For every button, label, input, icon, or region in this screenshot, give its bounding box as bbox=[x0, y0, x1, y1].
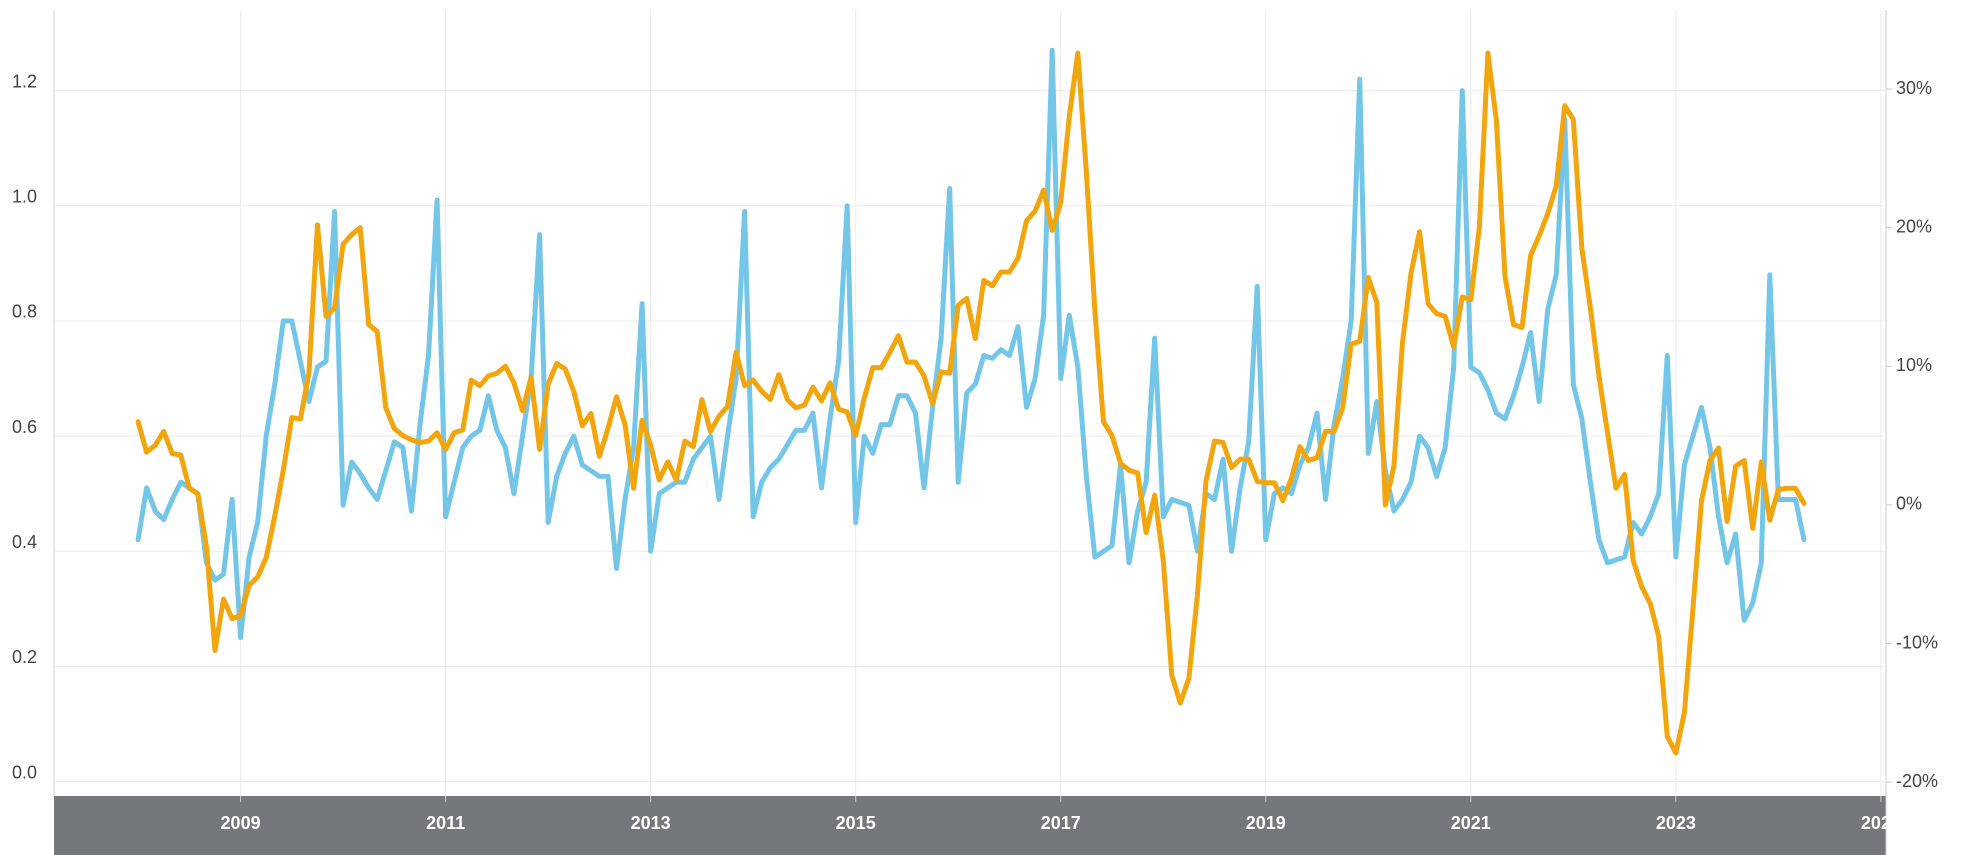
y-tick-label: 0.4 bbox=[12, 532, 37, 552]
x-tick-label: 2013 bbox=[631, 813, 671, 833]
x-tick-label: 2017 bbox=[1041, 813, 1081, 833]
x-axis-band bbox=[54, 796, 1886, 855]
x-tick-label: 2011 bbox=[426, 813, 465, 833]
y-tick-label: 1.0 bbox=[12, 187, 37, 207]
y2-tick-label: 20% bbox=[1896, 216, 1932, 236]
x-tick-label: 2025 bbox=[1861, 813, 1901, 833]
y-tick-label: 0.2 bbox=[12, 647, 37, 667]
x-tick-label: 2015 bbox=[836, 813, 876, 833]
y2-tick-label: 10% bbox=[1896, 355, 1932, 375]
series-line bbox=[135, 50, 1807, 756]
x-tick-label: 2021 bbox=[1451, 813, 1491, 833]
series-line bbox=[135, 47, 1807, 641]
y2-tick-label: 30% bbox=[1896, 78, 1932, 98]
y-tick-label: 1.2 bbox=[12, 71, 37, 91]
y2-tick-label: -10% bbox=[1896, 632, 1938, 652]
x-tick-label: 2019 bbox=[1246, 813, 1286, 833]
y-tick-label: 0.0 bbox=[12, 762, 37, 782]
x-tick-label: 2023 bbox=[1656, 813, 1696, 833]
x-tick-label: 2009 bbox=[221, 813, 261, 833]
y2-tick-label: 0% bbox=[1896, 494, 1922, 514]
y-tick-label: 0.8 bbox=[12, 302, 37, 322]
y2-tick-label: -20% bbox=[1896, 771, 1938, 791]
y-tick-label: 0.6 bbox=[12, 417, 37, 437]
